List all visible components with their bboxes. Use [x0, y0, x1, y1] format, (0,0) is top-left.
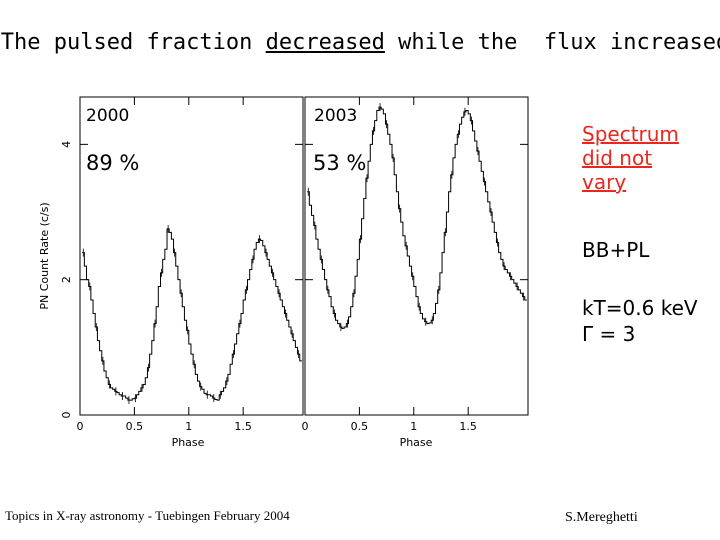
year-label-2003: 2003 — [314, 106, 357, 126]
x-tick-label: 1 — [185, 420, 192, 433]
temperature-value: kT=0.6 keV — [582, 296, 698, 320]
x-tick-label: 0 — [302, 420, 309, 433]
spectral-model: BB+PL — [582, 238, 650, 262]
title-prefix: The pulsed fraction — [0, 30, 266, 55]
x-tick-label: 1.5 — [459, 420, 477, 433]
title-underlined-word: decreased — [265, 30, 385, 55]
year-label-2000: 2000 — [86, 106, 129, 126]
pulsed-fraction-2003: 53 % — [313, 151, 366, 175]
series-layer — [82, 103, 527, 405]
photon-index: Γ = 3 — [582, 322, 636, 346]
panel-frame-2003 — [304, 96, 529, 416]
x-tick-label: 0 — [77, 420, 84, 433]
spectrum-note-line-3: vary — [582, 170, 627, 194]
x-axis-label-2003: Phase — [400, 436, 433, 449]
light-curve-series — [82, 228, 302, 401]
slide-title: The pulsed fraction decreased while the … — [0, 30, 720, 55]
y-tick-label: 4 — [60, 141, 73, 148]
y-axis-label: PN Count Rate (c/s) — [38, 202, 51, 309]
y-tick-label: 2 — [60, 276, 73, 283]
footer-course-info: Topics in X-ray astronomy - Tuebingen Fe… — [5, 508, 290, 523]
y-tick-label: 0 — [60, 412, 73, 419]
pulsed-fraction-2000: 89 % — [86, 151, 139, 175]
x-tick-label: 0.5 — [126, 420, 144, 433]
spectrum-note-line-1: Spectrum — [582, 122, 679, 146]
x-tick-label: 1.5 — [234, 420, 252, 433]
spectrum-note-line-2: did not — [582, 146, 653, 170]
x-tick-label: 1 — [410, 420, 417, 433]
title-suffix: while the flux increased — [384, 30, 720, 55]
x-axis-label-2000: Phase — [172, 436, 205, 449]
light-curve-series — [307, 106, 527, 329]
spectrum-note: Spectrum did not vary — [582, 122, 679, 194]
panel-frame-2000 — [79, 96, 304, 416]
footer-author: S.Mereghetti — [565, 510, 638, 525]
ticks-layer: 0 2 4 0 0.5 1 1.5 0 0.5 1 1.5 — [60, 97, 528, 433]
x-tick-label: 0.5 — [351, 420, 369, 433]
